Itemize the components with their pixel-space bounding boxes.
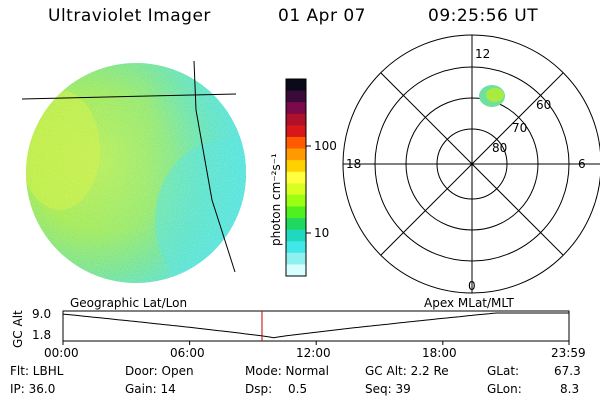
geo-latitude-line <box>21 93 237 100</box>
colorbar-stop <box>286 102 306 115</box>
colorbar-stop <box>286 148 306 161</box>
colorbar-stop <box>286 206 306 219</box>
x-tick-0000: 00:00 <box>44 346 79 360</box>
dsp-value: 0.5 <box>288 382 308 396</box>
colorbar-stop <box>286 229 306 242</box>
mlt-label-0: 0 <box>468 279 476 293</box>
colorbar-unit-label: photon cm⁻²s⁻¹ <box>269 153 283 246</box>
colorbar-stop <box>286 90 306 103</box>
polar-plot <box>342 34 600 294</box>
glon-value: 8.3 <box>560 382 580 396</box>
y-tick-1-8: 1.8 <box>32 328 52 342</box>
colorbar <box>286 79 306 277</box>
colorbar-stop <box>286 252 306 265</box>
x-tick-2359: 23:59 <box>551 346 586 360</box>
dsp-label: Dsp: <box>245 382 273 396</box>
gain-info: Gain: 14 <box>125 382 176 396</box>
colorbar-label-10: 10 <box>314 226 330 240</box>
colorbar-label-100: 100 <box>314 139 337 153</box>
colorbar-frame <box>285 78 307 277</box>
auroral-blob-core <box>486 88 504 102</box>
colorbar-stop <box>286 241 306 254</box>
time-label: 09:25:56 UT <box>428 6 539 26</box>
timeline-x-ticks <box>62 341 570 345</box>
glat-label: GLat: <box>487 364 520 378</box>
altitude-curve <box>62 312 569 339</box>
date-label: 01 Apr 07 <box>278 6 366 26</box>
app-title: Ultraviolet Imager <box>48 6 211 26</box>
door-info: Door: Open <box>125 364 194 378</box>
colorbar-stop <box>286 194 306 207</box>
timeline-frame <box>62 310 570 342</box>
seq-info: Seq: 39 <box>365 382 411 396</box>
lat-label-60: 60 <box>536 98 552 112</box>
gc-alt-info: GC Alt: 2.2 Re <box>365 364 449 378</box>
colorbar-stop <box>286 171 306 184</box>
polar-axis-diag2 <box>380 72 564 256</box>
mlt-label-18: 18 <box>346 157 362 171</box>
colorbar-stop <box>286 183 306 196</box>
lat-label-80: 80 <box>492 141 508 155</box>
lat-label-70: 70 <box>512 121 528 135</box>
mlt-label-6: 6 <box>578 157 586 171</box>
flt-info: Flt: LBHL <box>10 364 64 378</box>
y-tick-9: 9.0 <box>32 307 52 321</box>
colorbar-stop <box>286 218 306 231</box>
colorbar-stop <box>286 125 306 138</box>
glat-value: 67.3 <box>554 364 581 378</box>
x-tick-0600: 06:00 <box>170 346 205 360</box>
colorbar-stop <box>286 136 306 150</box>
mode-info: Mode: Normal <box>245 364 329 378</box>
geo-latlon-label: Geographic Lat/Lon <box>70 296 188 310</box>
colorbar-stop <box>286 160 306 173</box>
x-tick-1200: 12:00 <box>296 346 331 360</box>
gc-alt-axis-title: GC Alt <box>11 310 25 348</box>
colorbar-stop <box>286 79 306 92</box>
apex-mlat-label: Apex MLat/MLT <box>424 296 514 310</box>
colorbar-stop <box>286 113 306 126</box>
x-tick-1800: 18:00 <box>422 346 457 360</box>
ip-info: IP: 36.0 <box>10 382 56 396</box>
uv-earth-image <box>26 63 246 283</box>
mlt-label-12: 12 <box>475 47 491 61</box>
glon-label: GLon: <box>487 382 522 396</box>
geo-longitude-line <box>193 60 236 273</box>
colorbar-stop <box>286 264 306 277</box>
